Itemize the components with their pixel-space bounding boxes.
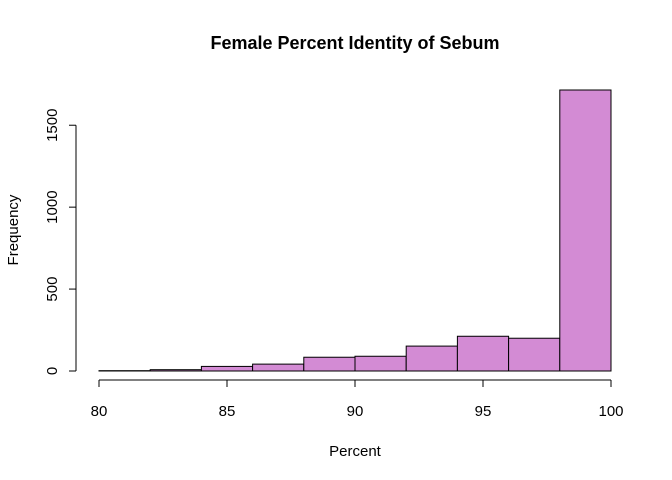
y-tick-label-500: 500	[44, 277, 61, 302]
x-axis-label: Percent	[329, 443, 382, 460]
x-tick-label-80: 80	[91, 403, 108, 420]
x-tick-label-90: 90	[347, 403, 364, 420]
histogram-bar-84-86	[200, 365, 254, 372]
y-tick-label-1500: 1500	[44, 109, 61, 142]
y-tick-label-0: 0	[44, 367, 61, 375]
histogram-bar-88-90	[303, 356, 356, 372]
x-tick-label-85: 85	[219, 403, 236, 420]
bars-group	[98, 89, 612, 372]
histogram-bar-94-96	[456, 335, 510, 372]
histogram-bar-90-92	[354, 355, 407, 372]
chart-title: Female Percent Identity of Sebum	[210, 33, 499, 53]
x-tick-label-95: 95	[475, 403, 492, 420]
histogram-bar-96-98	[508, 337, 561, 372]
histogram-bar-86-88	[252, 363, 305, 372]
histogram-bar-98-100	[559, 89, 612, 372]
histogram-bar-92-94	[405, 345, 458, 372]
histogram-bar-82-84	[149, 369, 202, 372]
y-axis: 0 500 1000 1500	[44, 109, 77, 375]
x-tick-label-100: 100	[598, 403, 623, 420]
x-axis: 80 85 90 95 100	[91, 379, 624, 420]
y-tick-label-1000: 1000	[44, 190, 61, 223]
y-axis-label: Frequency	[5, 194, 22, 265]
